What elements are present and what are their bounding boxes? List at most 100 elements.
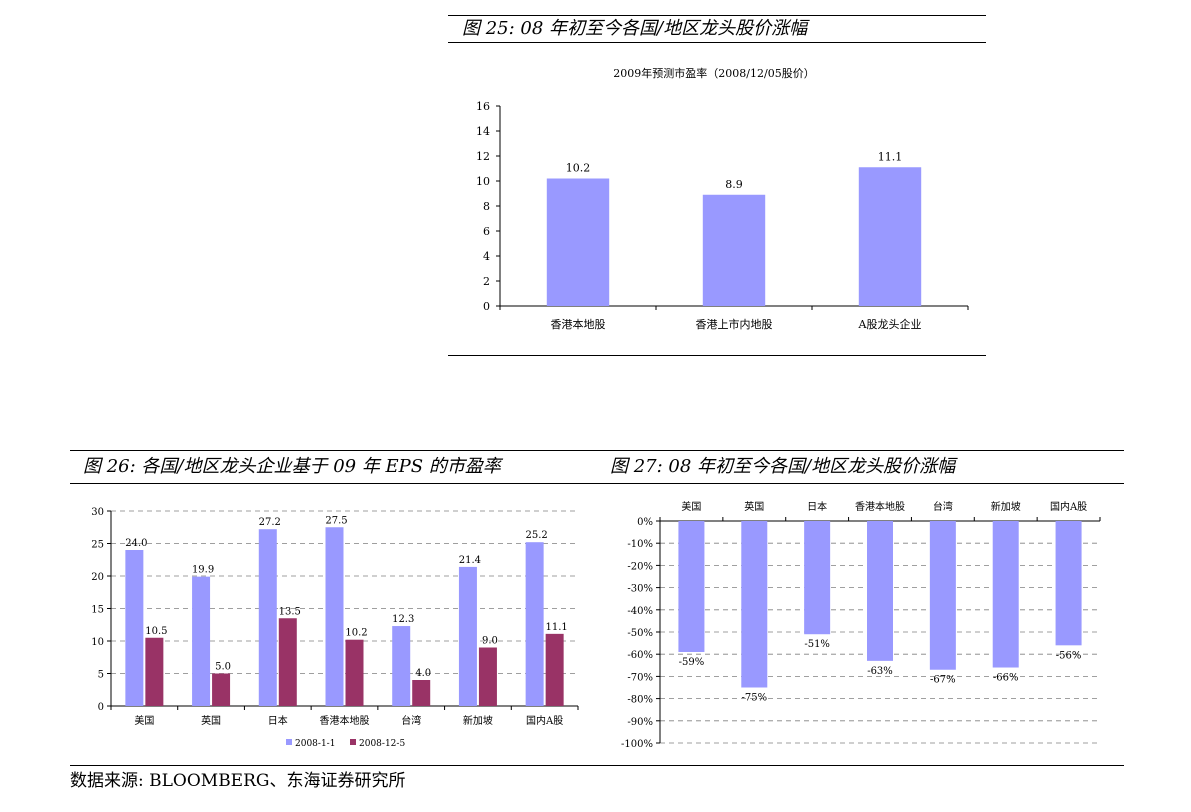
fig25-y-tick-label: 12 [476,150,490,163]
fig27-y-tick-label: 0% [637,517,653,528]
fig27-bar [867,521,893,661]
fig25-data-label: 8.9 [725,178,743,191]
fig27-y-tick-label: -70% [627,672,653,683]
fig26-bar-series2 [412,680,431,706]
fig25-y-tick-label: 4 [483,250,490,263]
fig27-category-label: 台湾 [933,500,953,513]
fig26-bar-series1 [125,550,144,706]
fig26-y-tick-label: 15 [91,605,104,616]
fig27-data-label: -51% [804,639,830,650]
fig26-data-label: 13.5 [279,606,301,617]
fig27-category-label: 新加坡 [991,500,1021,513]
fig27-y-tick-label: -50% [627,628,653,639]
fig26-bar-series2 [145,637,164,706]
fig26-category-label: 日本 [268,714,288,727]
fig27-y-tick-label: -80% [627,695,653,706]
fig25-caption: 图 25: 08 年初至今各国/地区龙头股价涨幅 [462,18,808,39]
fig26-y-tick-label: 0 [98,702,104,713]
fig26-legend-swatch [350,739,356,745]
fig26-bar-series1 [525,542,544,706]
fig25-top-rule [448,15,986,16]
fig26-category-label: 香港本地股 [320,714,370,727]
fig27-category-label: 香港本地股 [855,500,905,513]
fig27-data-label: -67% [930,675,956,686]
fig27-y-tick-label: -90% [627,717,653,728]
fig26-data-label: 9.0 [482,636,498,647]
fig25-data-label: 10.2 [566,162,591,175]
fig27-bar [1055,521,1082,646]
fig25-y-tick-label: 0 [483,300,490,313]
fig26-data-label: 19.9 [192,565,214,576]
source-note: 数据来源: BLOOMBERG、东海证券研究所 [70,771,406,791]
fig27-y-tick-label: -20% [627,561,653,572]
fig26-top-rule [70,450,1124,451]
fig26-category-label: 美国 [134,714,154,727]
fig26-data-label: 5.0 [215,662,231,673]
fig27-bar [741,521,768,688]
fig25-y-tick-label: 14 [476,125,490,138]
fig26-bar-series1 [392,626,411,706]
fig26-legend-label: 2008-12-5 [359,739,405,749]
fig27-category-label: 国内A股 [1050,500,1087,513]
fig27-category-label: 美国 [681,500,701,513]
fig26-data-label: 12.3 [392,614,414,625]
fig25-category-label: 香港本地股 [551,317,606,331]
fig26-y-tick-label: 10 [91,637,104,648]
fig26-bar-series1 [325,527,344,706]
fig25-category-label: 香港上市内地股 [696,317,773,331]
fig27-bar [678,521,705,652]
fig27-y-tick-label: -40% [627,606,653,617]
fig26-data-label: 10.2 [345,628,367,639]
fig27-category-label: 日本 [807,500,827,513]
fig27-y-tick-label: -100% [621,739,653,750]
fig26-bar-series2 [478,647,497,706]
fig27-data-label: -56% [1056,650,1082,661]
fig27-y-tick-label: -30% [627,584,653,595]
fig27-caption: 图 27: 08 年初至今各国/地区龙头股价涨幅 [610,456,956,477]
fig27-category-label: 英国 [744,500,764,513]
fig26-y-tick-label: 25 [91,540,104,551]
fig25-category-label: A股龙头企业 [858,317,922,331]
fig26-category-label: 英国 [201,714,221,727]
fig27-data-label: -66% [993,673,1019,684]
fig27-bar [992,521,1019,668]
fig26-data-label: 27.5 [325,515,347,526]
fig26-bar-series2 [545,633,564,706]
fig26-category-label: 新加坡 [463,714,493,727]
fig26-y-tick-label: 5 [98,670,104,681]
fig26-bar-series2 [212,673,231,706]
fig25-y-tick-label: 8 [483,200,490,213]
fig26-y-tick-label: 20 [91,572,104,583]
fig25-y-tick-label: 2 [483,275,490,288]
fig25-y-tick-label: 10 [476,175,490,188]
fig26-data-label: 11.1 [546,622,568,633]
fig26-bar-series2 [278,618,297,706]
source-top-rule [70,765,1124,766]
fig26-data-label: 10.5 [145,626,167,637]
fig25-bottom-rule [448,355,986,356]
fig26-bar-series1 [258,529,277,706]
fig27-y-tick-label: -60% [627,650,653,661]
fig26-category-label: 国内A股 [526,714,563,727]
fig26-y-tick-label: 30 [91,507,104,518]
fig27-data-label: -59% [679,657,705,668]
fig25-bar [858,167,922,306]
fig25-bar [702,194,766,306]
fig26-27-caption-rule [70,483,1124,484]
fig26-data-label: 24.0 [125,538,147,549]
fig27-bar [929,521,956,670]
fig25-y-tick-label: 16 [476,100,490,113]
fig26-data-label: 25.2 [526,530,548,541]
fig25-caption-rule [448,42,986,43]
fig26-bar-series1 [458,566,477,706]
fig27-bar [804,521,831,635]
fig25-chart-title: 2009年预测市盈率（2008/12/05股价） [613,66,814,80]
fig26-legend-swatch [286,739,292,745]
fig26-caption: 图 26: 各国/地区龙头企业基于 09 年 EPS 的市盈率 [83,456,501,477]
fig26-bar-series2 [345,639,364,706]
fig25-y-tick-label: 6 [483,225,490,238]
fig26-category-label: 台湾 [401,714,421,727]
